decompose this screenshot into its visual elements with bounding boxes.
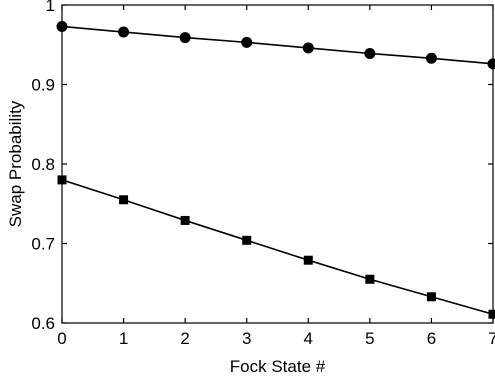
- circle-marker: [241, 36, 253, 48]
- square-marker: [303, 255, 313, 265]
- x-tick-label: 5: [365, 329, 374, 348]
- y-tick-label: 0.8: [31, 155, 55, 174]
- x-tick-label: 1: [119, 329, 128, 348]
- square-marker: [426, 292, 436, 302]
- series-circle: [56, 20, 495, 70]
- circle-marker: [425, 52, 437, 64]
- y-tick-label: 0.9: [31, 76, 55, 95]
- x-tick-label: 2: [180, 329, 189, 348]
- y-axis-title: Swap Probability: [6, 100, 25, 227]
- square-marker: [488, 309, 495, 319]
- series-line: [61, 25, 494, 65]
- x-tick-label: 3: [242, 329, 251, 348]
- x-tick-label: 6: [427, 329, 436, 348]
- circle-marker: [118, 26, 130, 38]
- square-marker: [57, 175, 67, 185]
- x-axis-title: Fock State #: [230, 357, 326, 376]
- plot-area: [61, 4, 494, 324]
- square-marker: [242, 235, 252, 245]
- x-tick-label: 7: [488, 329, 495, 348]
- circle-marker: [487, 58, 495, 70]
- tick-layer: 0 1 2 3 4 5 6 7 0.6 0.7 0.8 0.9 1: [31, 0, 495, 348]
- square-marker: [180, 215, 190, 225]
- square-marker: [365, 274, 375, 284]
- circle-marker: [364, 47, 376, 59]
- y-tick-label: 0.6: [31, 314, 55, 333]
- x-tick-label: 4: [304, 329, 313, 348]
- y-tick-label: 0.7: [31, 235, 55, 254]
- series-layer: [56, 20, 495, 319]
- y-tick-label: 1: [46, 0, 55, 15]
- series-line: [61, 179, 494, 316]
- square-marker: [119, 195, 129, 205]
- circle-marker: [179, 32, 191, 44]
- series-square: [57, 175, 495, 319]
- circle-marker: [56, 20, 68, 32]
- plot-frame: [61, 4, 494, 324]
- x-tick-label: 0: [57, 329, 66, 348]
- circle-marker: [302, 42, 314, 54]
